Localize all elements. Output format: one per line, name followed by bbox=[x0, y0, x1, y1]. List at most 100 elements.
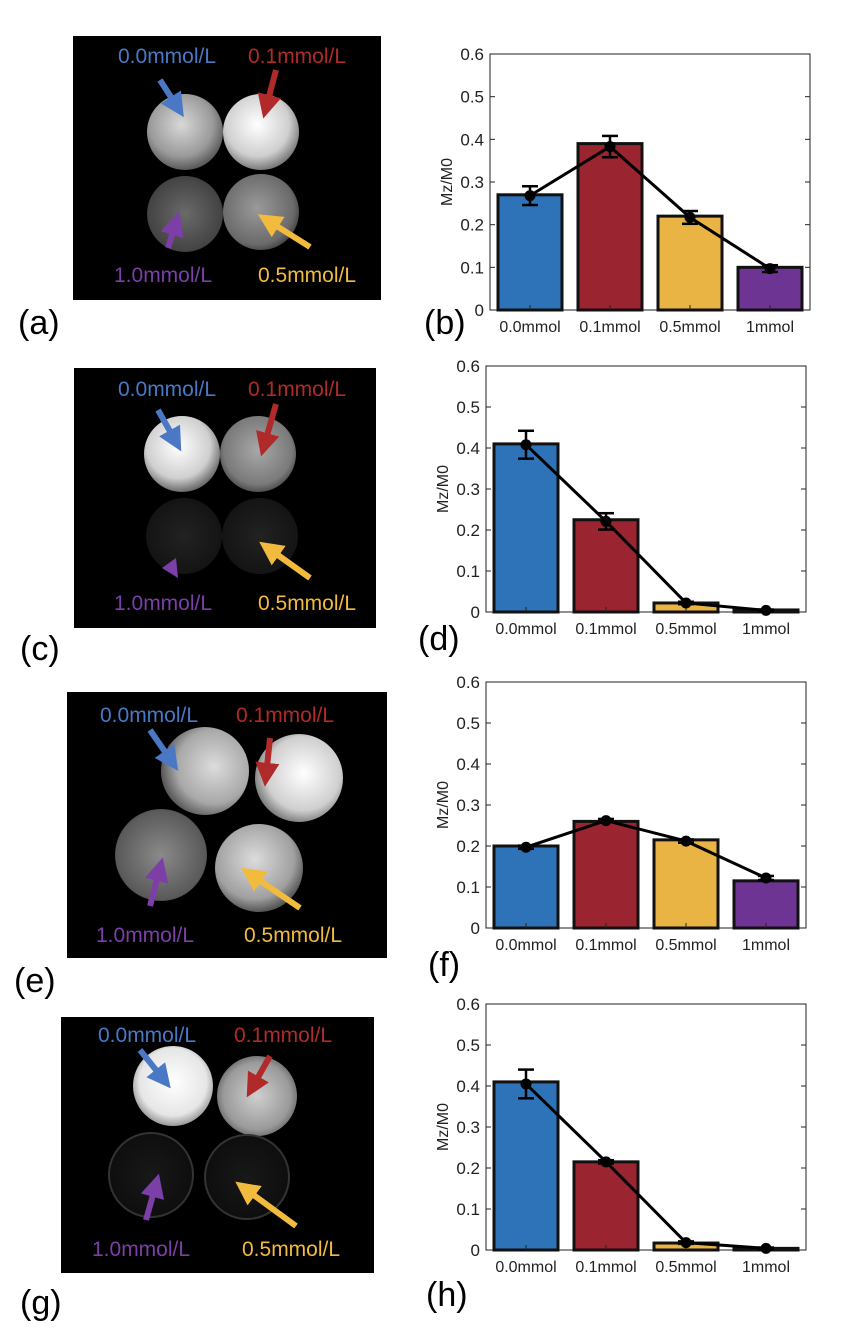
label-0-5-c: 0.5mmol/L bbox=[258, 592, 357, 615]
label-1-0-a: 1.0mmol/L bbox=[114, 264, 213, 287]
data-point bbox=[680, 597, 692, 609]
x-tick-label: 1mmol bbox=[746, 319, 794, 336]
data-point bbox=[520, 841, 532, 853]
label-0-0-e: 0.0mmol/L bbox=[100, 704, 199, 727]
mean-line bbox=[525, 819, 767, 880]
panel-letter-c: (c) bbox=[20, 630, 60, 668]
data-point bbox=[680, 1237, 692, 1249]
data-point bbox=[600, 515, 612, 527]
bar-0.1mmol bbox=[576, 142, 644, 312]
x-tick-label: 0.5mmol bbox=[655, 937, 716, 954]
y-tick-label: 0.5 bbox=[456, 1036, 480, 1055]
x-tick-label: 0.1mmol bbox=[575, 1259, 636, 1276]
data-point bbox=[764, 263, 776, 275]
y-tick-label: 0.3 bbox=[460, 173, 484, 192]
y-tick-label: 0.4 bbox=[460, 130, 484, 149]
y-tick-label: 0.4 bbox=[456, 1077, 480, 1096]
x-tick-label: 0.5mmol bbox=[659, 319, 720, 336]
bar-0.1mmol bbox=[572, 819, 640, 930]
x-tick-label: 0.1mmol bbox=[575, 621, 636, 638]
y-axis-label: Mz/M0 bbox=[435, 1103, 452, 1151]
label-0-5-e: 0.5mmol/L bbox=[244, 924, 343, 947]
x-tick-label: 1mmol bbox=[742, 937, 790, 954]
y-tick-label: 0.4 bbox=[456, 439, 480, 458]
data-point bbox=[520, 1078, 532, 1090]
chart-d: 0 0.1 0.2 0.3 0.4 0.5 0.6 Mz/M0 0.0mmol 0.1mmol 0.… bbox=[426, 352, 836, 652]
y-tick-label: 0.5 bbox=[456, 714, 480, 733]
data-point bbox=[524, 190, 536, 202]
bar-0.0mmol bbox=[496, 193, 564, 312]
y-tick-label: 0.3 bbox=[456, 1118, 480, 1137]
y-tick-label: 0.1 bbox=[460, 258, 484, 277]
chart-f: 0 0.1 0.2 0.3 0.4 0.5 0.6 Mz/M0 0.0mmol 0.1mmol 0.… bbox=[426, 668, 836, 968]
bar-0.0mmol bbox=[492, 442, 560, 614]
data-point bbox=[760, 1242, 772, 1254]
y-tick-label: 0 bbox=[471, 603, 480, 622]
y-tick-label: 0.3 bbox=[456, 480, 480, 499]
panel-letter-g: (g) bbox=[20, 1284, 62, 1322]
y-tick-label: 0.5 bbox=[460, 88, 484, 107]
y-tick-label: 0 bbox=[475, 301, 484, 320]
x-tick-label: 0.1mmol bbox=[579, 319, 640, 336]
panel-letter-b: (b) bbox=[424, 304, 466, 342]
label-1-0-e: 1.0mmol/L bbox=[96, 924, 195, 947]
label-0-1-a: 0.1mmol/L bbox=[248, 45, 347, 68]
y-tick-label: 0 bbox=[471, 1241, 480, 1260]
x-tick-label: 0.0mmol bbox=[499, 319, 560, 336]
mean-line bbox=[524, 443, 767, 612]
phantom-tubes-c bbox=[144, 416, 298, 574]
data-point bbox=[760, 604, 772, 616]
phantom-tubes-e bbox=[115, 727, 343, 912]
y-tick-label: 0.1 bbox=[456, 1200, 480, 1219]
bar-0.1mmol bbox=[572, 1160, 640, 1252]
mri-image-g bbox=[61, 1017, 374, 1273]
chart-b: 0 0.1 0.2 0.3 0.4 0.5 0.6 Mz/M0 0.0mmol 0.1mmol 0.… bbox=[430, 40, 840, 350]
phantom-tubes-a bbox=[147, 94, 299, 252]
x-tick-label: 0.1mmol bbox=[575, 937, 636, 954]
x-tick-label: 0.5mmol bbox=[655, 1259, 716, 1276]
mean-line bbox=[524, 1082, 767, 1250]
data-point bbox=[604, 141, 616, 153]
bar-0.0mmol bbox=[492, 844, 560, 930]
x-tick-label: 1mmol bbox=[742, 1259, 790, 1276]
y-tick-label: 0.3 bbox=[456, 796, 480, 815]
y-tick-label: 0 bbox=[471, 919, 480, 938]
bar-1mmol bbox=[732, 879, 800, 930]
label-1-0-c: 1.0mmol/L bbox=[114, 592, 213, 615]
panel-letter-a: (a) bbox=[18, 304, 60, 342]
y-tick-label: 0.6 bbox=[456, 357, 480, 376]
label-0-1-e: 0.1mmol/L bbox=[236, 704, 335, 727]
y-tick-label: 0.2 bbox=[456, 521, 480, 540]
mri-image-e bbox=[67, 692, 387, 958]
bar-0.5mmol bbox=[652, 838, 720, 930]
data-point bbox=[600, 1156, 612, 1168]
label-0-1-g: 0.1mmol/L bbox=[234, 1024, 333, 1047]
mean-line bbox=[529, 144, 771, 270]
data-point bbox=[680, 835, 692, 847]
x-tick-label: 0.0mmol bbox=[495, 937, 556, 954]
y-tick-label: 0.5 bbox=[456, 398, 480, 417]
y-axis-label: Mz/M0 bbox=[435, 781, 452, 829]
y-tick-label: 0.2 bbox=[456, 837, 480, 856]
x-tick-label: 0.5mmol bbox=[655, 621, 716, 638]
data-point bbox=[520, 439, 532, 451]
panel-letter-d: (d) bbox=[418, 620, 460, 658]
panel-letter-e: (e) bbox=[14, 962, 56, 1000]
y-axis-label: Mz/M0 bbox=[435, 465, 452, 513]
y-tick-label: 0.1 bbox=[456, 878, 480, 897]
mri-image-a bbox=[73, 36, 381, 300]
data-point bbox=[600, 815, 612, 827]
panel-letter-f: (f) bbox=[428, 946, 461, 984]
y-tick-label: 0.6 bbox=[460, 45, 484, 64]
y-tick-label: 0.4 bbox=[456, 755, 480, 774]
x-tick-label: 0.0mmol bbox=[495, 621, 556, 638]
y-tick-label: 0.2 bbox=[460, 216, 484, 235]
label-0-5-g: 0.5mmol/L bbox=[242, 1238, 341, 1261]
data-point bbox=[760, 872, 772, 884]
panel-letter-h: (h) bbox=[426, 1276, 468, 1314]
bar-0.1mmol bbox=[572, 518, 640, 614]
y-tick-label: 0.6 bbox=[456, 673, 480, 692]
label-1-0-g: 1.0mmol/L bbox=[92, 1238, 191, 1261]
label-0-1-c: 0.1mmol/L bbox=[248, 378, 347, 401]
label-0-0-g: 0.0mmol/L bbox=[98, 1024, 197, 1047]
